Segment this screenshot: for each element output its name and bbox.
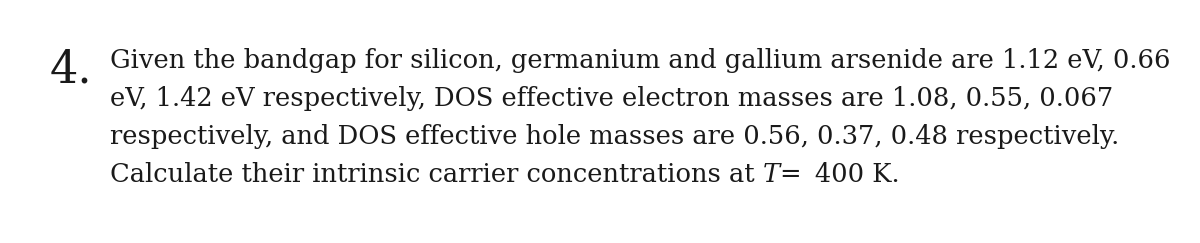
Text: =  400 K.: = 400 K. — [780, 162, 900, 187]
Text: 4.: 4. — [50, 48, 92, 91]
Text: Calculate their intrinsic carrier concentrations at: Calculate their intrinsic carrier concen… — [110, 162, 763, 187]
Text: eV, 1.42 eV respectively, DOS effective electron masses are 1.08, 0.55, 0.067: eV, 1.42 eV respectively, DOS effective … — [110, 86, 1114, 111]
Text: T: T — [763, 162, 780, 187]
Text: respectively, and DOS effective hole masses are 0.56, 0.37, 0.48 respectively.: respectively, and DOS effective hole mas… — [110, 124, 1120, 149]
Text: Given the bandgap for silicon, germanium and gallium arsenide are 1.12 eV, 0.66: Given the bandgap for silicon, germanium… — [110, 48, 1170, 73]
